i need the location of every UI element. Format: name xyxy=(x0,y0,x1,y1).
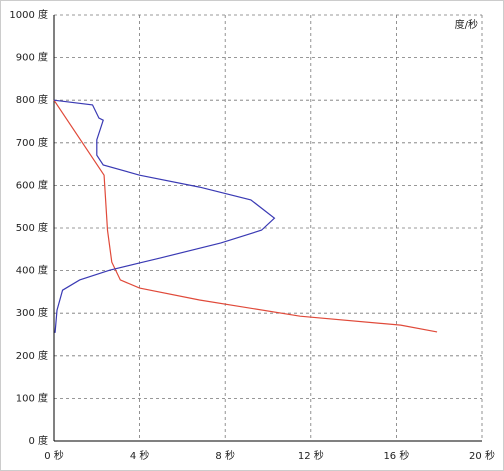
line xyxy=(53,99,438,333)
x-tick-label: 16 秒 xyxy=(383,449,409,462)
y-tick-label: 1000 度 xyxy=(9,8,48,21)
y-tick-label: 0 度 xyxy=(28,434,48,447)
y-tick-label: 500 度 xyxy=(16,221,48,234)
y-tick-label: 900 度 xyxy=(16,51,48,64)
x-tick-label: 12 秒 xyxy=(298,449,324,462)
y-tick-label: 700 度 xyxy=(16,136,48,149)
unit-label: 度/秒 xyxy=(455,18,478,31)
y-tick-label: 300 度 xyxy=(16,306,48,319)
x-tick-label: 8 秒 xyxy=(215,449,235,462)
y-tick-label: 400 度 xyxy=(16,264,48,277)
line xyxy=(53,99,276,333)
x-tick-label: 0 秒 xyxy=(44,449,64,462)
y-tick-label: 600 度 xyxy=(16,178,48,191)
y-tick-label: 100 度 xyxy=(16,391,48,404)
x-tick-label: 4 秒 xyxy=(130,449,150,462)
y-tick-label: 800 度 xyxy=(16,93,48,106)
y-tick-label: 200 度 xyxy=(16,349,48,362)
x-tick-label: 20 秒 xyxy=(469,449,495,462)
